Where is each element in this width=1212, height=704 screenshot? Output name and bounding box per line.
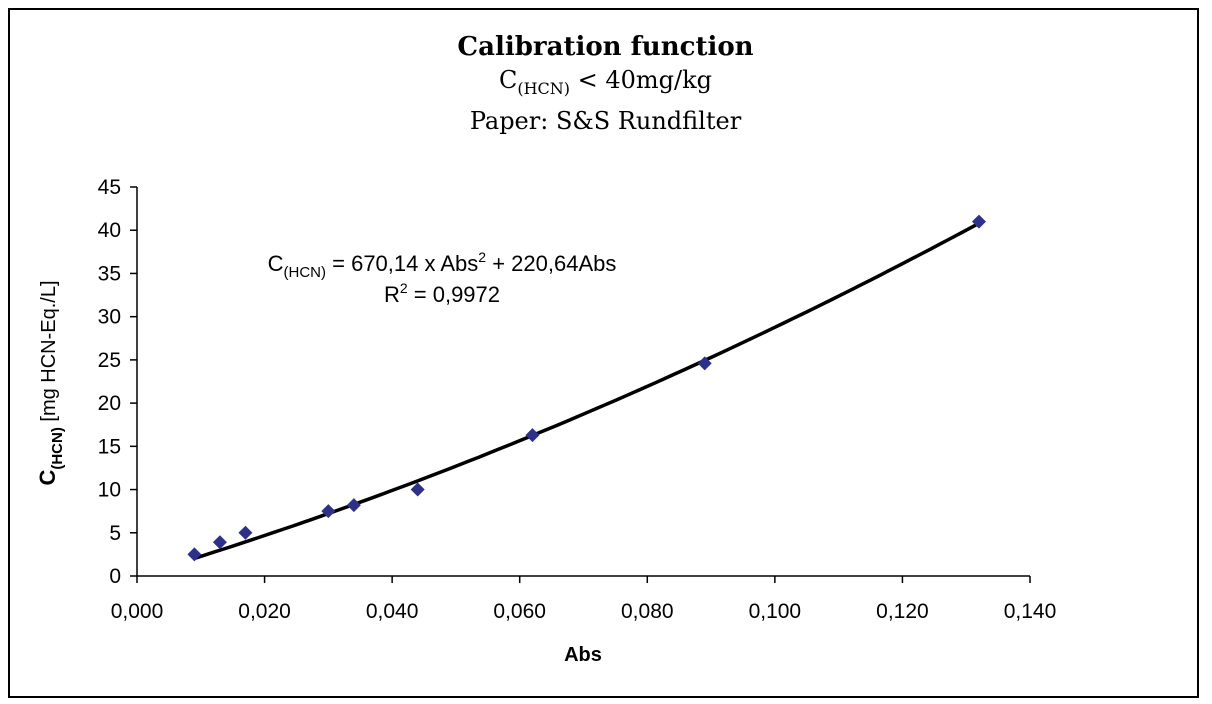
subtitle-c-subscript: (HCN) (517, 78, 571, 98)
data-point-marker (697, 356, 712, 371)
x-tick-label: 0,000 (111, 600, 164, 623)
chart-frame: Calibration function C(HCN) < 40mg/kg Pa… (8, 8, 1199, 698)
equation-rhs-b: + 220,64Abs (486, 251, 616, 276)
subtitle-concentration: C(HCN) < 40mg/kg (10, 64, 1201, 105)
data-point-marker (410, 482, 425, 497)
y-tick-label: 25 (98, 349, 121, 372)
trendline-equation: C(HCN) = 670,14 x Abs2 + 220,64Abs (268, 249, 617, 281)
y-tick-label: 35 (98, 262, 121, 285)
y-tick-label: 20 (98, 392, 121, 415)
y-axis-title-unit: [mg HCN-Eq./L] (38, 280, 60, 427)
x-tick-label: 0,100 (749, 600, 802, 623)
data-point-marker (346, 498, 361, 513)
title-block: Calibration function C(HCN) < 40mg/kg Pa… (10, 30, 1201, 137)
y-axis-title-c: C (35, 470, 60, 486)
subtitle-paper: Paper: S&S Rundfilter (469, 106, 742, 135)
r-squared-value: = 0,9972 (408, 282, 500, 307)
data-points (187, 214, 986, 562)
y-axis-title: C(HCN) [mg HCN-Eq./L] (35, 280, 66, 485)
subtitle-c: C (498, 66, 518, 94)
r-squared-r: R (384, 282, 400, 307)
data-point-marker (971, 214, 986, 229)
y-tick-labels: 0 5 10 15 20 25 30 35 40 45 (98, 176, 121, 588)
y-tick-label: 0 (109, 565, 121, 588)
equation-c: C (268, 251, 284, 276)
data-point-marker (321, 504, 336, 519)
y-tick-label: 10 (98, 479, 121, 502)
data-point-marker (187, 547, 202, 562)
x-tick-label: 0,040 (366, 600, 419, 623)
y-tick-label: 45 (98, 176, 121, 199)
y-tick-label: 5 (109, 522, 121, 545)
r-squared-label: R2 = 0,9972 (384, 280, 500, 307)
data-point-marker (525, 428, 540, 443)
y-tick-label: 40 (98, 219, 121, 242)
data-point-marker (212, 535, 227, 550)
y-tick-label: 15 (98, 435, 121, 458)
x-tick-label: 0,020 (238, 600, 291, 623)
data-point-marker (238, 525, 253, 540)
y-axis-title-subscript: (HCN) (49, 427, 66, 470)
x-tick-label: 0,060 (493, 600, 546, 623)
equation-superscript: 2 (478, 249, 486, 265)
chart-title: Calibration function (457, 32, 754, 62)
r-squared-superscript: 2 (400, 280, 408, 296)
y-tick-label: 30 (98, 306, 121, 329)
axes (130, 186, 1031, 583)
x-tick-label: 0,140 (1004, 600, 1057, 623)
x-tick-label: 0,120 (876, 600, 929, 623)
x-axis-title: Abs (564, 644, 602, 666)
x-tick-label: 0,080 (621, 600, 674, 623)
x-tick-labels: 0,000 0,020 0,040 0,060 0,080 0,100 0,120 0,140 (111, 600, 1057, 623)
subtitle-limit: < 40mg/kg (570, 66, 713, 94)
equation-rhs-a: = 670,14 x Abs (326, 251, 478, 276)
equation-c-subscript: (HCN) (284, 264, 327, 281)
